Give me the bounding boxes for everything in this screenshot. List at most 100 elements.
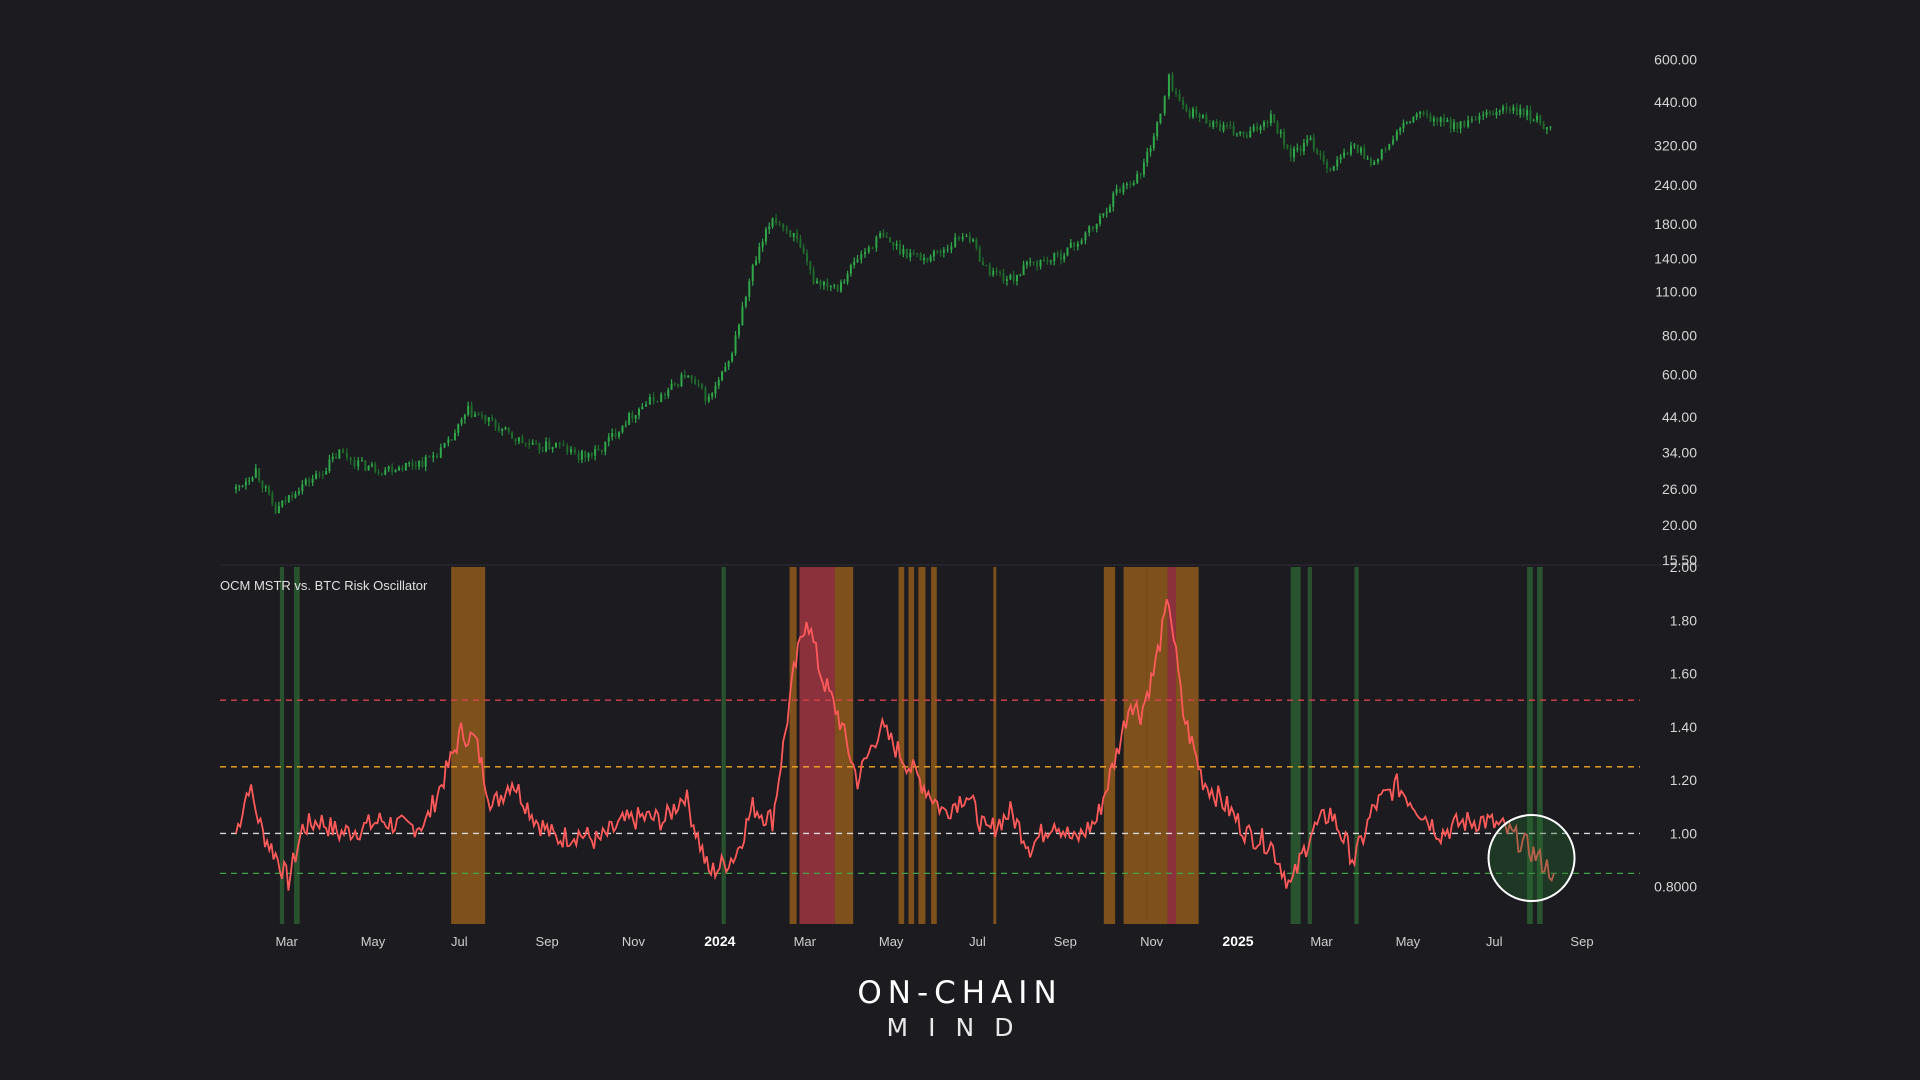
candle-body (1212, 121, 1215, 127)
candle-body (1545, 127, 1548, 130)
candle-body (789, 230, 792, 238)
candle-body (1245, 134, 1248, 138)
candle-body (1129, 183, 1132, 185)
candle-body (1152, 136, 1155, 149)
candle-body (785, 228, 788, 231)
candle-body (401, 467, 404, 471)
candle-body (995, 271, 998, 273)
candle-body (1163, 96, 1166, 114)
candle-body (879, 233, 882, 238)
candle-body (1436, 118, 1439, 122)
signal-zone-green (721, 567, 726, 924)
candle-body (694, 379, 697, 384)
candle-body (621, 425, 624, 432)
candle-body (641, 406, 644, 410)
signal-zone-orange (1123, 567, 1147, 924)
candle-body (942, 250, 945, 253)
candle-body (939, 251, 942, 253)
candle-body (822, 281, 825, 286)
price-pane (235, 71, 1552, 515)
candle-body (1249, 130, 1252, 138)
candle-body (1149, 148, 1152, 152)
candle-body (261, 480, 264, 489)
candle-body (480, 415, 483, 417)
price-tick-label: 26.00 (1662, 481, 1697, 497)
price-axis[interactable]: 15.50 20.00 26.00 34.00 44.00 60.00 80.00 110.0… (1654, 51, 1697, 568)
candle-body (447, 439, 450, 443)
candle-body (1002, 273, 1005, 281)
candle-body (711, 393, 714, 397)
candle-body (364, 460, 367, 471)
candle-body (577, 452, 580, 460)
candle-body (315, 473, 318, 479)
candle-body (1356, 144, 1359, 153)
price-tick-label: 80.00 (1662, 327, 1697, 343)
candle-body (667, 389, 670, 396)
candle-body (670, 383, 673, 390)
candle-body (377, 471, 380, 474)
candle-body (414, 465, 417, 467)
candle-body (1269, 114, 1272, 124)
candle-body (1283, 131, 1286, 146)
candle-body (584, 450, 587, 458)
candle-body (380, 473, 383, 475)
candle-body (1395, 131, 1398, 140)
signal-zone-green (1307, 567, 1312, 924)
x-tick-month: Nov (1140, 934, 1164, 949)
oscillator-tick-label: 1.60 (1670, 666, 1697, 682)
oscillator-axis[interactable]: 0.8000 1.00 1.20 1.40 1.60 1.80 2.00 (1654, 559, 1697, 895)
candle-body (648, 396, 651, 405)
candle-body (1316, 149, 1319, 154)
candle-body (992, 271, 995, 275)
candle-body (833, 285, 836, 287)
x-tick-year: 2024 (704, 933, 735, 949)
candle-body (1156, 122, 1159, 137)
signal-zone-green (279, 567, 285, 924)
candle-body (374, 464, 377, 472)
candle-body (1222, 124, 1225, 131)
candle-body (1439, 117, 1442, 122)
candle-body (1463, 121, 1466, 127)
candle-body (1046, 260, 1049, 263)
candle-body (1443, 117, 1446, 122)
candle-body (809, 261, 812, 270)
candle-body (531, 442, 534, 445)
candle-body (731, 353, 734, 362)
candle-body (432, 455, 435, 458)
candle-body (321, 474, 324, 476)
candle-body (1185, 105, 1188, 111)
price-tick-label: 110.00 (1655, 284, 1697, 300)
candle-body (885, 236, 888, 238)
candle-body (926, 257, 929, 261)
candle-body (714, 385, 717, 394)
candle-body (477, 414, 480, 416)
candle-body (331, 456, 334, 460)
candle-body (721, 371, 724, 381)
candle-body (311, 478, 314, 483)
candle-body (418, 460, 421, 467)
candle-body (1266, 122, 1269, 124)
signal-zone-green (1527, 567, 1533, 924)
candle-body (748, 281, 751, 297)
candle-body (1312, 137, 1315, 150)
candle-body (470, 405, 473, 417)
x-tick-month: Jul (1486, 934, 1503, 949)
candle-body (734, 335, 737, 354)
candle-body (1042, 259, 1045, 261)
candle-body (1384, 149, 1387, 151)
candle-body (1073, 242, 1076, 247)
candle-body (1306, 139, 1309, 143)
candle-body (836, 285, 839, 292)
x-tick-month: Mar (1310, 934, 1333, 949)
candle-body (717, 380, 720, 386)
candle-body (411, 462, 414, 466)
signal-zone-orange (1103, 567, 1116, 924)
candle-body (982, 261, 985, 266)
candle-body (1519, 108, 1522, 116)
x-tick-year: 2025 (1222, 933, 1253, 949)
candle-body (741, 306, 744, 326)
candle-body (892, 242, 895, 246)
candle-body (972, 239, 975, 242)
candle-body (594, 448, 597, 456)
